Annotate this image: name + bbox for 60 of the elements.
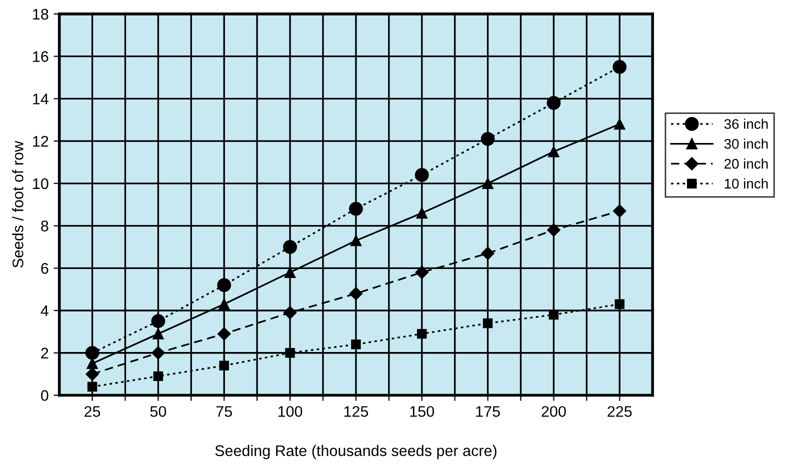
x-tick-label: 50 (150, 406, 166, 417)
point (218, 327, 231, 340)
point (614, 118, 626, 130)
point (416, 208, 428, 219)
point (482, 178, 494, 189)
point (547, 223, 560, 237)
point (151, 314, 166, 328)
y-tick-label: 4 (40, 306, 48, 316)
x-tick-label: 150 (410, 406, 434, 417)
x-tick-label: 25 (84, 406, 100, 417)
y-tick-label: 6 (41, 263, 48, 274)
point (548, 310, 559, 320)
y-tick-label: 14 (33, 94, 48, 104)
point (283, 240, 297, 254)
point (152, 346, 165, 360)
point (480, 132, 495, 146)
point (153, 371, 164, 382)
point (548, 146, 560, 158)
point (349, 286, 363, 300)
point (217, 278, 232, 292)
point (481, 246, 494, 260)
point (350, 235, 362, 246)
y-axis-title: Seeds / foot of row (12, 140, 24, 268)
point (284, 266, 296, 278)
point (614, 299, 624, 310)
x-tick-label: 175 (476, 406, 500, 417)
y-tick-label: 0 (41, 390, 48, 401)
point (349, 202, 363, 216)
y-tick-label: 12 (33, 136, 48, 147)
point (283, 306, 297, 320)
point (546, 96, 561, 110)
point (417, 328, 427, 339)
point (612, 60, 627, 74)
point (285, 348, 295, 358)
y-tick-label: 2 (41, 348, 48, 358)
y-tick-label: 10 (33, 178, 48, 190)
legend-label: 10 inch (724, 178, 768, 189)
y-tick-label: 18 (33, 8, 48, 20)
point (482, 318, 493, 328)
y-tick-label: 8 (41, 220, 48, 232)
point (152, 328, 164, 340)
x-tick-label: 200 (542, 406, 566, 417)
legend-label: 30 inch (724, 138, 768, 149)
x-tick-label: 75 (216, 406, 232, 417)
x-axis-title: Seeding Rate (thousands seeds per acre) (215, 444, 496, 460)
x-tick-label: 225 (608, 406, 632, 417)
point (87, 382, 98, 392)
point (86, 367, 99, 381)
y-tick-label: 16 (33, 51, 48, 62)
point (415, 266, 428, 279)
point (218, 298, 230, 310)
x-tick-label: 100 (278, 406, 302, 417)
x-tick-label: 125 (344, 406, 368, 417)
point (613, 204, 626, 218)
point (219, 360, 229, 370)
point (414, 168, 429, 182)
point (351, 340, 361, 350)
point (85, 346, 100, 360)
legend-label: 20 inch (724, 158, 768, 169)
legend-label: 36 inch (724, 118, 768, 129)
